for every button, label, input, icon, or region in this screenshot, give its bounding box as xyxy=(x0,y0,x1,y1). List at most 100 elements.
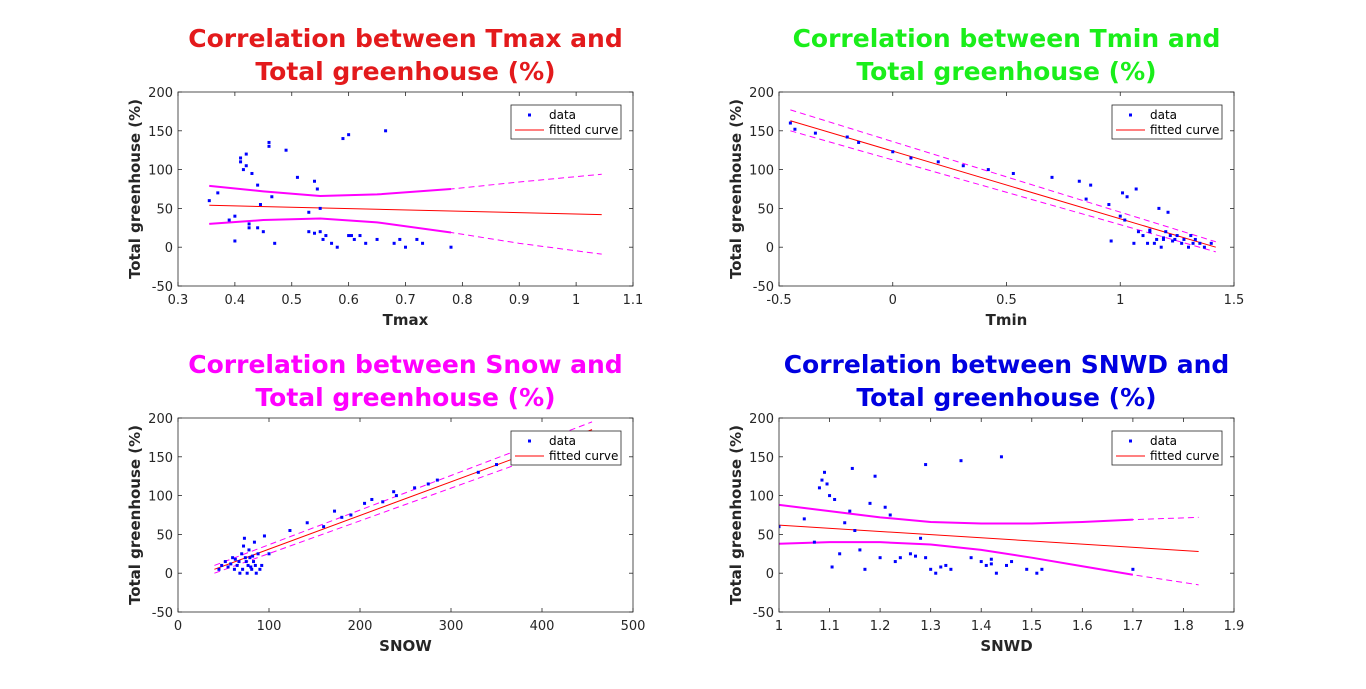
legend-entry-data: data xyxy=(549,108,576,122)
data-point xyxy=(1171,239,1175,243)
data-point xyxy=(898,556,902,560)
data-point xyxy=(830,565,834,569)
fitted-curve xyxy=(209,204,602,216)
data-point xyxy=(349,513,353,517)
y-tick-label: 50 xyxy=(757,528,774,543)
data-point xyxy=(914,554,917,558)
x-axis-label: Tmin xyxy=(986,311,1028,329)
data-point xyxy=(435,478,439,482)
data-point xyxy=(223,560,227,564)
data-point xyxy=(779,525,781,529)
data-point xyxy=(398,237,402,241)
data-point xyxy=(1132,241,1136,245)
legend-entry-data: data xyxy=(1150,108,1177,122)
data-point xyxy=(240,552,244,556)
data-point xyxy=(261,230,265,234)
chart-4: Correlation between SNWD and Total greenh… xyxy=(727,350,1244,655)
data-point xyxy=(944,563,948,567)
legend-box xyxy=(510,104,622,140)
data-point xyxy=(318,230,322,234)
data-point xyxy=(313,179,316,183)
x-tick-label: 0.4 xyxy=(225,293,246,308)
x-tick-label: 100 xyxy=(257,619,282,634)
data-point xyxy=(233,214,237,218)
data-point xyxy=(793,127,797,131)
data-point xyxy=(961,164,965,168)
data-point xyxy=(979,560,983,564)
y-tick-label: 150 xyxy=(148,451,173,466)
bounds-lower-solid xyxy=(209,217,452,234)
y-tick-label: 0 xyxy=(165,567,173,582)
data-point xyxy=(235,563,239,567)
data-point xyxy=(322,525,326,529)
y-tick-label: 150 xyxy=(148,125,173,140)
data-point xyxy=(934,571,938,575)
data-point xyxy=(999,455,1003,459)
data-point xyxy=(241,567,245,571)
chart-title: Correlation between Tmin and xyxy=(793,24,1221,53)
data-point xyxy=(284,148,288,152)
data-point xyxy=(919,536,923,540)
data-point xyxy=(246,563,250,567)
data-point xyxy=(908,552,912,556)
data-point xyxy=(363,501,367,505)
legend-entry-fit: fitted curve xyxy=(549,449,618,463)
data-point xyxy=(1168,234,1172,238)
data-point xyxy=(1148,228,1152,232)
x-tick-label: 300 xyxy=(439,619,464,634)
data-point xyxy=(267,144,271,148)
bounds-lower-solid xyxy=(779,541,1134,576)
data-point xyxy=(1164,230,1168,234)
data-point xyxy=(250,171,254,175)
x-tick-label: 1.9 xyxy=(1224,619,1245,634)
axes-box xyxy=(177,417,634,613)
data-point xyxy=(216,191,220,195)
series-area xyxy=(207,129,602,255)
y-axis-label: Total greenhouse (%) xyxy=(126,425,144,605)
data-point xyxy=(256,226,260,230)
chart-title: Total greenhouse (%) xyxy=(255,383,555,412)
fitted-curve xyxy=(779,524,1199,552)
y-tick-label: -50 xyxy=(152,606,173,621)
data-point xyxy=(295,175,299,179)
y-tick-label: 100 xyxy=(148,490,173,505)
data-point xyxy=(850,466,854,470)
bounds-upper-solid xyxy=(209,184,452,197)
y-tick-label: 100 xyxy=(749,164,774,179)
data-point xyxy=(313,231,316,235)
x-tick-label: 0.9 xyxy=(509,293,530,308)
data-point xyxy=(233,239,237,243)
y-tick-label: 200 xyxy=(148,86,173,101)
data-point xyxy=(375,237,379,241)
data-point xyxy=(949,567,953,571)
data-point xyxy=(227,218,231,222)
y-tick-label: 100 xyxy=(148,164,173,179)
data-point xyxy=(1189,234,1193,238)
x-axis-label: SNOW xyxy=(379,637,432,655)
data-point xyxy=(1025,567,1029,571)
legend-box xyxy=(510,430,622,466)
data-point xyxy=(833,497,837,501)
x-tick-label: 1.1 xyxy=(623,293,644,308)
legend-data-marker xyxy=(528,439,531,443)
data-point xyxy=(1191,241,1195,245)
data-point xyxy=(242,536,246,540)
x-tick-label: 1.4 xyxy=(971,619,992,634)
data-point xyxy=(244,164,248,168)
data-point xyxy=(370,497,374,501)
data-point xyxy=(392,490,396,494)
data-point xyxy=(936,160,940,164)
y-tick-label: 0 xyxy=(766,241,774,256)
chart-title: Total greenhouse (%) xyxy=(255,57,555,86)
data-point xyxy=(1011,171,1015,175)
data-point xyxy=(341,137,345,141)
data-point xyxy=(888,513,892,517)
data-point xyxy=(1040,567,1044,571)
chart-title: Correlation between Snow and xyxy=(188,350,622,379)
data-point xyxy=(217,567,221,571)
data-point xyxy=(1010,560,1014,564)
chart-title: Correlation between Tmax and xyxy=(188,24,622,53)
data-point xyxy=(239,160,243,164)
